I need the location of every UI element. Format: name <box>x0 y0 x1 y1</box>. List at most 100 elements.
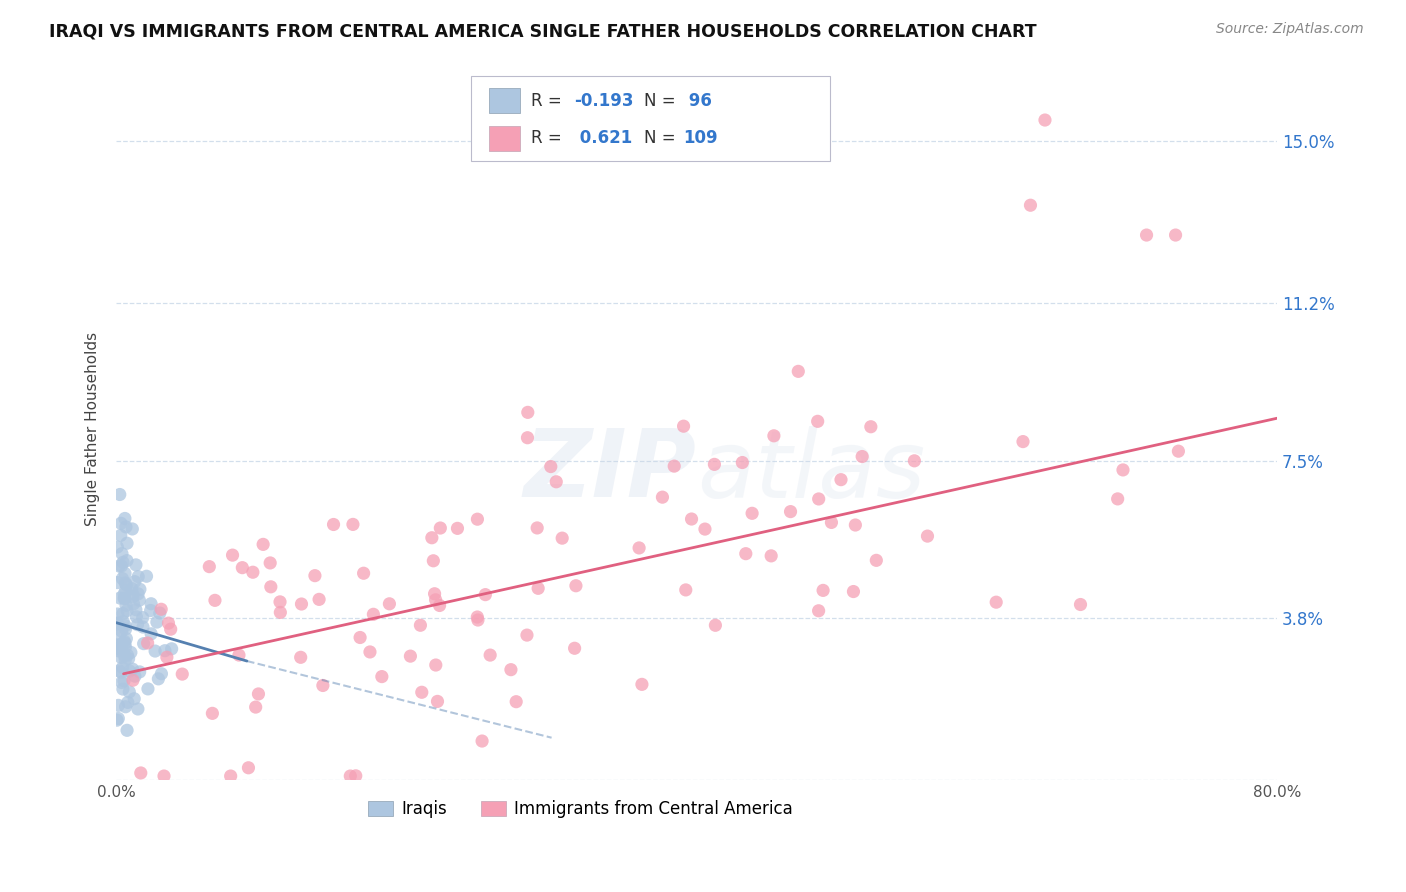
Point <box>150 666 173 681</box>
Point <box>115 604 138 618</box>
Point <box>153 769 176 783</box>
Point <box>114 622 136 636</box>
Point <box>111 660 134 674</box>
Point <box>564 641 586 656</box>
Text: N =: N = <box>644 129 681 147</box>
Point <box>1033 113 1056 128</box>
Point <box>139 597 162 611</box>
Point <box>110 650 132 665</box>
Point <box>107 607 129 621</box>
Point <box>844 518 866 533</box>
Point <box>159 622 181 636</box>
Point <box>516 405 538 419</box>
Point <box>115 723 138 738</box>
Text: R =: R = <box>531 129 568 147</box>
Point <box>675 582 697 597</box>
Point <box>105 638 128 652</box>
Point <box>479 648 502 662</box>
Point <box>111 681 134 696</box>
Point <box>141 627 163 641</box>
Point <box>114 583 136 598</box>
Point <box>851 450 873 464</box>
Point <box>115 536 138 550</box>
Point <box>132 637 155 651</box>
Point <box>121 587 143 601</box>
Point <box>115 520 138 534</box>
Point <box>108 487 131 501</box>
Point <box>108 664 131 678</box>
Text: R =: R = <box>531 92 568 110</box>
Point <box>399 649 422 664</box>
Point <box>112 648 135 663</box>
Point <box>551 531 574 545</box>
Point <box>139 603 162 617</box>
Point <box>105 540 128 554</box>
Text: 0.621: 0.621 <box>574 129 631 147</box>
Point <box>124 669 146 683</box>
Point <box>118 664 141 678</box>
Point <box>704 618 727 632</box>
Point <box>128 665 150 679</box>
Point <box>112 673 135 688</box>
Point <box>820 516 842 530</box>
Point <box>425 658 447 673</box>
Point <box>129 766 152 780</box>
Point <box>127 617 149 632</box>
Point <box>371 670 394 684</box>
Point <box>198 559 221 574</box>
Point <box>290 650 312 665</box>
Point <box>228 648 250 662</box>
Point <box>425 592 447 607</box>
Point <box>429 599 451 613</box>
Point <box>112 555 135 569</box>
Text: 96: 96 <box>683 92 713 110</box>
Text: N =: N = <box>644 92 681 110</box>
Text: 109: 109 <box>683 129 718 147</box>
Point <box>762 429 785 443</box>
Point <box>112 615 135 629</box>
Point <box>917 529 939 543</box>
Point <box>112 587 135 601</box>
Point <box>135 569 157 583</box>
Point <box>1167 444 1189 458</box>
Point <box>131 610 153 624</box>
Point <box>1112 463 1135 477</box>
Point <box>526 521 548 535</box>
Point <box>363 607 385 622</box>
Point <box>114 591 136 606</box>
Point <box>110 528 132 542</box>
Point <box>378 597 401 611</box>
Point <box>245 700 267 714</box>
Point <box>107 575 129 590</box>
Point <box>156 650 179 665</box>
Point <box>807 491 830 506</box>
Point <box>153 643 176 657</box>
Point <box>741 506 763 520</box>
Point <box>516 431 538 445</box>
Point <box>349 631 371 645</box>
Point <box>136 681 159 696</box>
Point <box>308 592 330 607</box>
Point <box>565 579 588 593</box>
Point <box>148 672 170 686</box>
Point <box>260 580 283 594</box>
Point <box>540 459 562 474</box>
Point <box>247 687 270 701</box>
Point <box>1069 598 1091 612</box>
Point <box>546 475 568 489</box>
Point <box>807 414 830 428</box>
Point <box>693 522 716 536</box>
Point <box>842 584 865 599</box>
Point <box>108 641 131 656</box>
Point <box>129 582 152 597</box>
Point <box>111 607 134 621</box>
Point <box>219 769 242 783</box>
Point <box>426 694 449 708</box>
Point <box>146 615 169 629</box>
Text: -0.193: -0.193 <box>574 92 633 110</box>
Point <box>342 517 364 532</box>
Point <box>115 553 138 567</box>
Point <box>105 616 128 631</box>
Point <box>1012 434 1035 449</box>
Point <box>651 490 673 504</box>
